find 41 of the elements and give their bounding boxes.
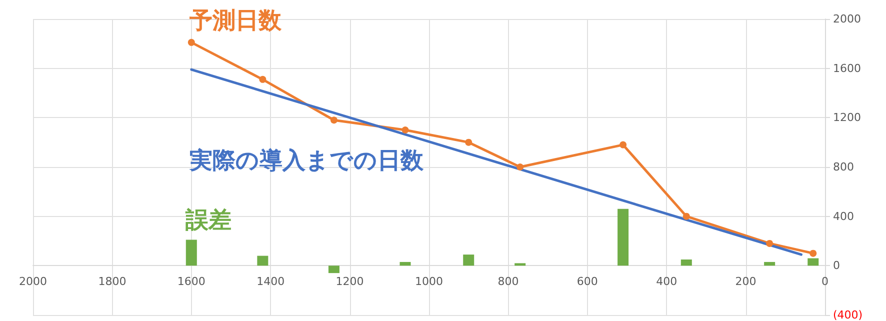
point: [330, 116, 338, 124]
point: [682, 212, 690, 220]
bar: [400, 262, 411, 266]
y-tick-label: 2000: [833, 12, 861, 26]
bar: [328, 266, 340, 274]
bar: [764, 262, 776, 266]
y-tick-label: 1200: [833, 111, 861, 124]
point: [259, 76, 266, 83]
x-tick-label: 1600: [177, 274, 206, 288]
x-tick-label: 0: [822, 274, 828, 288]
x-tick-label: 800: [498, 274, 519, 288]
bar: [808, 258, 819, 266]
x-tick-label: 400: [656, 274, 678, 288]
x-tick-label: 2000: [19, 274, 47, 288]
point: [465, 138, 472, 146]
y-tick-label: 1600: [833, 62, 861, 75]
series-label: 予測日数: [188, 8, 282, 34]
point: [188, 38, 195, 46]
y-tick-label: 800: [833, 160, 854, 174]
point: [620, 141, 627, 148]
bar: [618, 208, 629, 266]
y-tick-label: 400: [833, 210, 854, 223]
x-tick-label: 1000: [415, 274, 443, 288]
series-label: 実際の導入までの日数: [188, 147, 424, 174]
x-tick-label: 600: [576, 274, 598, 288]
y-tick-label: (400): [833, 308, 863, 321]
bar: [463, 254, 474, 266]
y-tick-label: 0: [833, 259, 840, 272]
point: [810, 250, 817, 257]
x-tick-label: 200: [735, 274, 756, 288]
bar: [680, 260, 692, 266]
x-tick-label: 1200: [336, 274, 364, 288]
bar: [186, 240, 197, 266]
bar: [257, 256, 268, 266]
x-tick-label: 1800: [98, 274, 126, 288]
point: [516, 164, 524, 170]
x-tick-label: 1400: [256, 274, 285, 288]
point: [402, 126, 409, 134]
bar: [514, 263, 526, 266]
point: [766, 240, 774, 247]
series-label: 誤差: [184, 207, 232, 234]
